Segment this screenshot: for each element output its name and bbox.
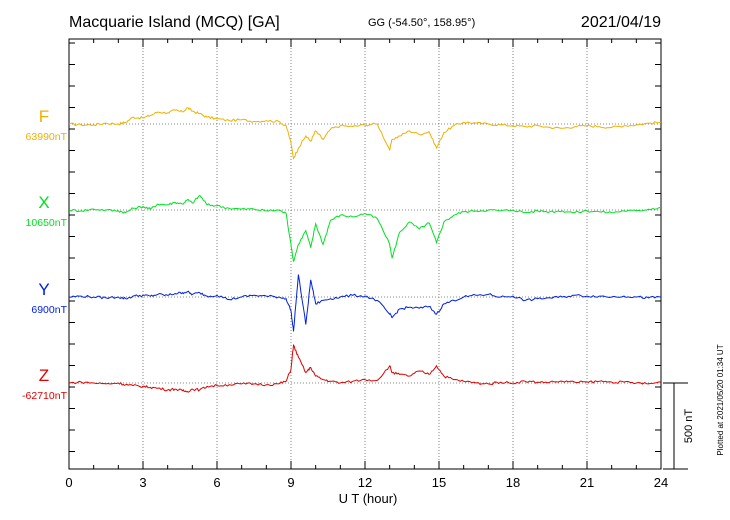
x-axis-label: U T (hour) [339,491,398,506]
x-tick-label-21: 21 [580,475,594,490]
x-tick-label-18: 18 [506,475,520,490]
series-baseline-x: 10650nT [26,217,68,229]
series-line-x [68,194,662,262]
scale-bar [663,382,688,470]
series-baseline-f: 63990nT [26,131,68,143]
x-tick-label-9: 9 [287,475,294,490]
x-tick-label-24: 24 [654,475,668,490]
x-tick-label-15: 15 [432,475,446,490]
series-labels: F 63990nT X 10650nT Y 6900nT Z -62710nT [22,107,68,402]
x-tick-label-3: 3 [139,475,146,490]
series-line-f [68,107,662,160]
x-tick-label-12: 12 [358,475,372,490]
series-line-z [68,343,662,393]
x-tick-label-6: 6 [213,475,220,490]
series-lines [68,107,662,393]
plotted-timestamp: Plotted at 2021/05/20 01:34 UT [716,344,725,455]
chart-coordinates: GG (-54.50°, 158.95°) [368,17,475,29]
series-name-f: F [39,107,49,126]
x-tick-label-0: 0 [65,475,72,490]
chart-title: Macquarie Island (MCQ) [GA] [69,14,280,31]
axis-ticks [68,39,662,469]
chart-date: 2021/04/19 [581,14,661,31]
series-name-y: Y [38,280,49,299]
x-tick-labels: 0 3 6 9 12 15 18 21 24 [65,475,668,490]
series-baseline-z: -62710nT [22,390,68,402]
plot-frame [68,38,662,470]
series-line-y [68,274,662,332]
series-name-z: Z [39,366,49,385]
scale-bar-label: 500 nT [683,409,695,444]
series-name-x: X [38,193,49,212]
series-baseline-y: 6900nT [31,304,67,316]
grid-lines [69,39,661,469]
